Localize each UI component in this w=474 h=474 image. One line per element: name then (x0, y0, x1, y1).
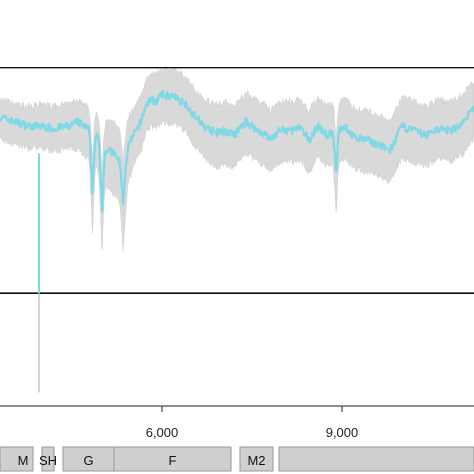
gene-box-5 (278, 446, 474, 472)
gene-track: M SH G F M2 (0, 446, 474, 472)
gene-label-3: F (169, 453, 177, 468)
x-tick-label-0: 6,000 (146, 425, 179, 440)
gene-label-1: SH (39, 453, 57, 468)
gene-box-4 (239, 446, 274, 472)
gene-box-3 (113, 446, 232, 472)
gene-label-0: M (18, 453, 29, 468)
x-axis-ticks: 6,000 9,000 (146, 406, 359, 440)
gene-box-2 (62, 446, 115, 472)
gene-label-4: M2 (247, 453, 265, 468)
gene-label-2: G (83, 453, 93, 468)
gene-box-1 (41, 446, 55, 472)
gene-box-0 (0, 446, 34, 472)
confidence-band (0, 65, 474, 252)
series-line (0, 89, 474, 212)
plot-area (0, 65, 474, 393)
x-tick-label-1: 9,000 (326, 425, 359, 440)
